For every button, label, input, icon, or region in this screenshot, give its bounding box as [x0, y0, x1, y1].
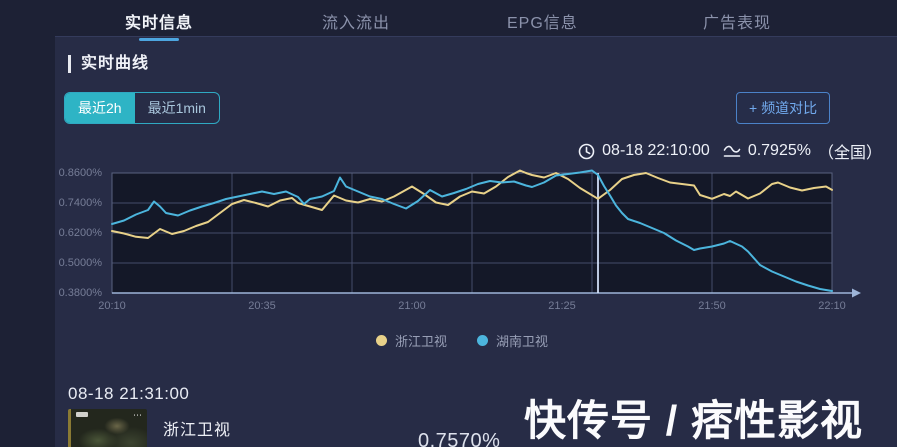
trend-icon: [723, 145, 741, 158]
series-line-0: [111, 169, 833, 239]
watermark-text: 快传号 / 痞性影视: [524, 397, 864, 444]
plus-icon: +: [749, 100, 758, 116]
crosshair-region: （全国）: [817, 145, 882, 162]
tab-ad-performance[interactable]: 广告表现: [703, 15, 772, 32]
crosshair-time: 08-18 22:10:00: [602, 142, 710, 159]
chart-legend: 浙江卫视 湖南卫视: [57, 331, 867, 350]
channel-logo-icon: [76, 412, 88, 417]
range-option-2h[interactable]: 最近2h: [65, 93, 135, 123]
legend-dot-blue-icon: [477, 335, 488, 346]
time-range-toggle: 最近2h 最近1min: [64, 92, 220, 124]
section-title: 实时曲线: [68, 55, 149, 73]
crosshair-value: 0.7925%: [747, 142, 811, 159]
legend-dot-yellow-icon: [375, 335, 387, 346]
detail-rating-value: 0.7570%: [418, 430, 501, 447]
detail-timestamp: 08-18 21:31:00: [68, 384, 190, 403]
clock-icon: [578, 143, 595, 160]
add-channel-compare-button[interactable]: + 频道对比: [736, 92, 831, 124]
tv-frame-thumbnail[interactable]: ⋯: [68, 409, 147, 447]
tab-inflow-outflow[interactable]: 流入流出: [322, 15, 391, 32]
range-option-1min[interactable]: 最近1min: [147, 100, 206, 116]
detail-channel-name: 浙江卫视: [163, 422, 232, 439]
more-icon: ⋯: [133, 410, 143, 420]
legend-label: 浙江卫视: [394, 334, 447, 349]
ratings-line-chart[interactable]: [57, 165, 877, 305]
x-axis-arrow-icon: [852, 288, 861, 298]
legend-item-zhejiang[interactable]: 浙江卫视: [375, 331, 447, 350]
crosshair-readout: 08-18 22:10:00 0.7925% （全国）: [578, 139, 882, 163]
legend-label: 湖南卫视: [496, 334, 549, 349]
compare-button-label: 频道对比: [761, 100, 818, 116]
tab-realtime-info[interactable]: 实时信息: [125, 9, 193, 41]
series-line-1: [111, 169, 833, 292]
legend-item-hunan[interactable]: 湖南卫视: [477, 331, 548, 350]
tab-epg-info[interactable]: EPG信息: [507, 15, 578, 32]
